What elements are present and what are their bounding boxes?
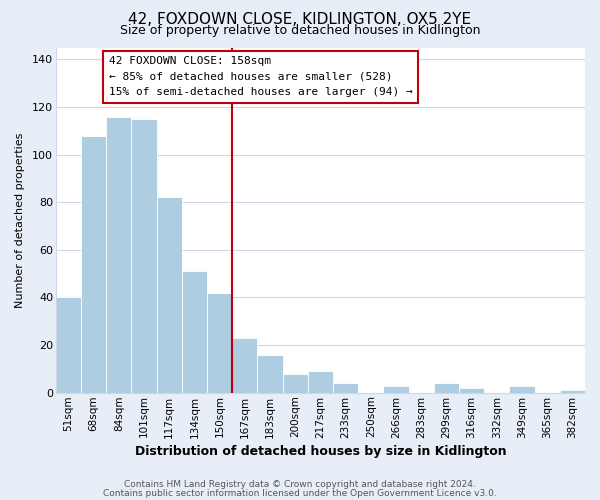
- Bar: [131, 119, 157, 392]
- Bar: [560, 390, 585, 392]
- Text: Contains HM Land Registry data © Crown copyright and database right 2024.: Contains HM Land Registry data © Crown c…: [124, 480, 476, 489]
- Text: Contains public sector information licensed under the Open Government Licence v3: Contains public sector information licen…: [103, 489, 497, 498]
- Bar: [207, 292, 232, 392]
- Bar: [56, 298, 81, 392]
- Bar: [157, 198, 182, 392]
- Bar: [308, 371, 333, 392]
- Bar: [182, 272, 207, 392]
- Bar: [434, 383, 459, 392]
- Bar: [106, 116, 131, 392]
- Text: Size of property relative to detached houses in Kidlington: Size of property relative to detached ho…: [120, 24, 480, 37]
- Bar: [283, 374, 308, 392]
- Bar: [383, 386, 409, 392]
- Text: 42 FOXDOWN CLOSE: 158sqm
← 85% of detached houses are smaller (528)
15% of semi-: 42 FOXDOWN CLOSE: 158sqm ← 85% of detach…: [109, 56, 413, 98]
- Bar: [232, 338, 257, 392]
- Text: 42, FOXDOWN CLOSE, KIDLINGTON, OX5 2YE: 42, FOXDOWN CLOSE, KIDLINGTON, OX5 2YE: [128, 12, 472, 28]
- Bar: [459, 388, 484, 392]
- X-axis label: Distribution of detached houses by size in Kidlington: Distribution of detached houses by size …: [134, 444, 506, 458]
- Y-axis label: Number of detached properties: Number of detached properties: [15, 132, 25, 308]
- Bar: [509, 386, 535, 392]
- Bar: [333, 383, 358, 392]
- Bar: [81, 136, 106, 392]
- Bar: [257, 354, 283, 393]
